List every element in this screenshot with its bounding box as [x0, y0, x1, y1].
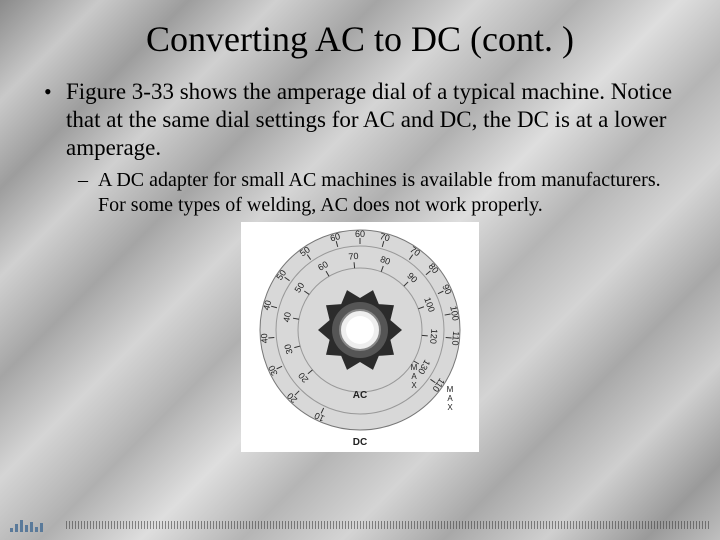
svg-text:DC: DC [353, 437, 367, 448]
svg-text:X: X [411, 381, 417, 390]
slide-title: Converting AC to DC (cont. ) [0, 0, 720, 60]
svg-text:M: M [447, 385, 454, 394]
bullet-main: • Figure 3-33 shows the amperage dial of… [44, 78, 680, 162]
svg-text:AC: AC [353, 390, 367, 401]
svg-text:40: 40 [259, 333, 270, 344]
footer [0, 518, 720, 532]
amperage-dial: 1020304040505060607070809010011011020304… [241, 222, 479, 452]
content-area: • Figure 3-33 shows the amperage dial of… [0, 60, 720, 218]
svg-text:X: X [447, 403, 453, 412]
figure-container: 1020304040505060607070809010011011020304… [0, 222, 720, 452]
svg-text:A: A [447, 394, 453, 403]
logo-icon [10, 518, 56, 532]
svg-text:110: 110 [450, 331, 461, 346]
bullet-sub: – A DC adapter for small AC machines is … [44, 168, 680, 218]
svg-text:A: A [411, 372, 417, 381]
svg-text:70: 70 [348, 251, 359, 262]
sub-marker: – [78, 168, 98, 193]
bullet-marker: • [44, 78, 66, 106]
slide: Converting AC to DC (cont. ) • Figure 3-… [0, 0, 720, 540]
svg-text:120: 120 [428, 329, 439, 345]
footer-ticks [66, 521, 710, 529]
svg-text:40: 40 [281, 311, 293, 323]
sub-text: A DC adapter for small AC machines is av… [98, 168, 680, 218]
svg-text:M: M [411, 363, 418, 372]
bullet-text: Figure 3-33 shows the amperage dial of a… [66, 78, 680, 162]
svg-text:60: 60 [355, 229, 365, 239]
